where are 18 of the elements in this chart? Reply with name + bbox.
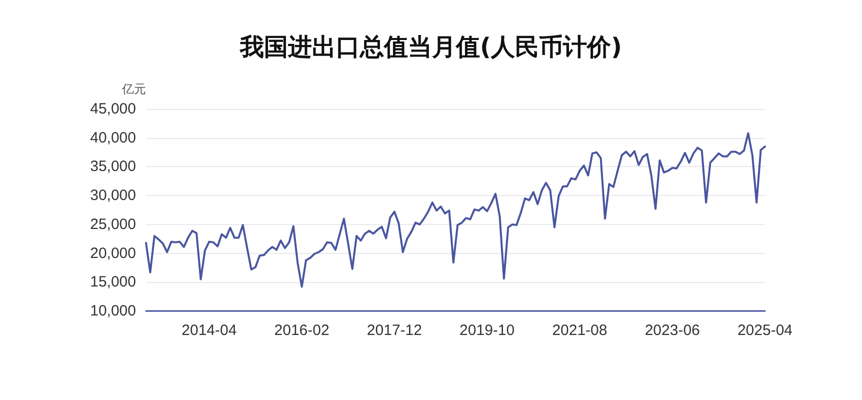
x-tick-label: 2016-02 [274,322,330,339]
y-tick-label: 35,000 [90,158,136,176]
y-tick-label: 40,000 [90,129,136,146]
x-tick-label: 2023-06 [644,322,700,339]
y-tick-label: 25,000 [90,216,136,233]
y-tick-label: 10,000 [90,302,136,320]
y-tick-label: 30,000 [90,187,136,204]
x-tick-label: 2025-04 [737,322,793,339]
y-axis-title: 亿元 [121,82,146,96]
chart-title: 我国进出口总值当月值(人民币计价) [239,33,622,61]
x-tick-label: 2017-12 [366,322,422,339]
line-series [145,132,766,288]
y-tick-label: 45,000 [90,100,136,118]
x-tick-label: 2014-04 [182,322,237,339]
y-tick-label: 15,000 [90,274,136,291]
x-tick-label: 2019-10 [460,322,515,339]
y-tick-label: 20,000 [90,244,136,262]
x-tick-label: 2021-08 [552,322,608,339]
